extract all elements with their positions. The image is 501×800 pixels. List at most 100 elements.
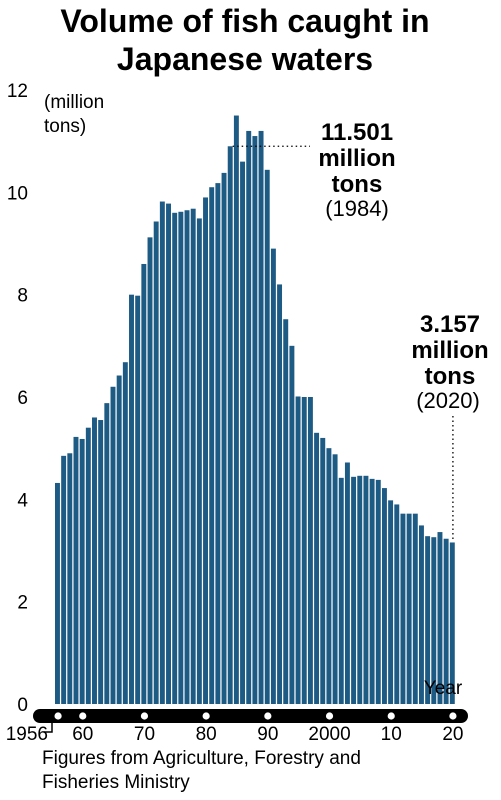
bar-2019 bbox=[443, 538, 449, 704]
x-tick-label-1990: 90 bbox=[257, 724, 278, 745]
bar-1973 bbox=[159, 201, 165, 705]
bar-2001 bbox=[332, 454, 338, 704]
y-unit-label-line-1: (million bbox=[44, 92, 104, 113]
bar-1988 bbox=[252, 136, 258, 705]
bar-2013 bbox=[406, 513, 412, 704]
annotation-latest-year: (2020) bbox=[416, 388, 480, 413]
x-axis-bar bbox=[33, 709, 468, 723]
annotation-peak-value: 11.501 bbox=[321, 119, 393, 146]
y-axis-ticks: 0 2 4 6 8 10 12 bbox=[7, 81, 29, 716]
y-tick-label-0: 0 bbox=[17, 695, 28, 716]
y-unit-label-line-2: tons) bbox=[44, 116, 86, 137]
bar-1989 bbox=[258, 130, 264, 704]
bar-1979 bbox=[196, 218, 202, 704]
bar-2012 bbox=[400, 513, 406, 704]
axis-dot-2020 bbox=[449, 712, 457, 720]
bar-1992 bbox=[277, 284, 283, 704]
bar-1962 bbox=[92, 417, 97, 704]
bar-1998 bbox=[314, 432, 320, 704]
bar-1975 bbox=[172, 212, 178, 705]
bar-1999 bbox=[320, 437, 326, 704]
annotation-latest-value: 3.157 bbox=[420, 311, 480, 338]
bar-2006 bbox=[363, 475, 369, 704]
bar-2007 bbox=[369, 478, 375, 704]
x-tick-label-2010: 10 bbox=[381, 724, 402, 745]
annotation-peak-unit-2: tons bbox=[332, 171, 383, 198]
x-tick-label-2000: 2000 bbox=[308, 724, 350, 745]
bar-2011 bbox=[394, 504, 400, 704]
bar-1957 bbox=[61, 455, 67, 704]
bar-2005 bbox=[357, 475, 363, 704]
chart-title-line-1: Volume of fish caught in bbox=[60, 3, 429, 39]
x-axis-label: Year bbox=[424, 678, 463, 699]
annotation-leaders bbox=[232, 145, 454, 541]
axis-start-bracket bbox=[44, 712, 53, 733]
bar-2004 bbox=[351, 476, 357, 704]
source-note-line-2: Fisheries Ministry bbox=[42, 772, 190, 793]
x-tick-label-1970: 70 bbox=[134, 724, 155, 745]
bar-1997 bbox=[307, 397, 313, 704]
bar-1985 bbox=[233, 115, 239, 704]
bar-2015 bbox=[418, 525, 424, 704]
bar-1984 bbox=[227, 146, 233, 704]
bar-1959 bbox=[73, 436, 79, 704]
bar-2014 bbox=[412, 513, 418, 704]
bar-2020 bbox=[449, 542, 455, 704]
bar-1969 bbox=[135, 295, 141, 704]
bar-1964 bbox=[104, 403, 110, 704]
x-tick-label-1960: 60 bbox=[72, 724, 93, 745]
annotation-peak-1984: 11.501 million tons (1984) bbox=[318, 119, 395, 221]
y-tick-label-12: 12 bbox=[7, 81, 28, 102]
bar-1995 bbox=[295, 396, 301, 704]
bar-1971 bbox=[147, 237, 153, 705]
bar-2008 bbox=[375, 479, 381, 704]
y-tick-label-8: 8 bbox=[17, 286, 28, 307]
x-axis-dots bbox=[54, 712, 457, 720]
bar-1982 bbox=[215, 183, 221, 704]
bar-2010 bbox=[388, 500, 394, 704]
bar-1987 bbox=[246, 130, 252, 704]
axis-dot-1990 bbox=[264, 712, 272, 720]
bar-1970 bbox=[141, 263, 147, 704]
bar-1983 bbox=[221, 172, 227, 704]
bar-1972 bbox=[153, 221, 159, 704]
axis-dot-2010 bbox=[387, 712, 395, 720]
bar-1963 bbox=[98, 420, 104, 704]
bar-1981 bbox=[209, 187, 215, 705]
bar-1960 bbox=[79, 438, 85, 704]
x-tick-label-1980: 80 bbox=[196, 724, 217, 745]
axis-dot-1960 bbox=[79, 712, 87, 720]
annotation-peak-year: (1984) bbox=[325, 196, 389, 221]
bar-1986 bbox=[240, 161, 246, 704]
y-tick-label-2: 2 bbox=[17, 593, 28, 614]
bar-2009 bbox=[381, 488, 387, 704]
bar-1977 bbox=[184, 210, 190, 705]
bar-1994 bbox=[289, 345, 295, 704]
source-note-line-1: Figures from Agriculture, Forestry and bbox=[42, 748, 361, 769]
chart-title-line-2: Japanese waters bbox=[117, 41, 373, 77]
bars-group bbox=[55, 115, 455, 705]
bar-1990 bbox=[264, 169, 270, 704]
bar-2000 bbox=[326, 448, 332, 704]
bar-2003 bbox=[344, 462, 350, 704]
bar-1958 bbox=[67, 453, 73, 704]
bar-2017 bbox=[431, 537, 437, 704]
x-axis-ticks: 1956 60 70 80 90 2000 10 20 bbox=[6, 724, 464, 745]
y-tick-label-6: 6 bbox=[17, 388, 28, 409]
bar-1996 bbox=[301, 397, 307, 704]
bar-1968 bbox=[129, 294, 134, 704]
y-tick-label-4: 4 bbox=[17, 490, 28, 511]
bar-1978 bbox=[190, 208, 196, 704]
bar-1980 bbox=[203, 197, 208, 704]
axis-dot-1980 bbox=[202, 712, 210, 720]
axis-dot-2000 bbox=[325, 712, 334, 720]
bar-1993 bbox=[283, 319, 289, 704]
y-tick-label-10: 10 bbox=[7, 183, 28, 204]
x-tick-label-1956: 1956 bbox=[6, 724, 48, 745]
x-tick-label-2020: 20 bbox=[442, 724, 463, 745]
bar-2018 bbox=[437, 532, 443, 704]
axis-dot-1956 bbox=[54, 712, 62, 720]
bar-1976 bbox=[178, 211, 184, 704]
bar-1967 bbox=[122, 362, 128, 704]
